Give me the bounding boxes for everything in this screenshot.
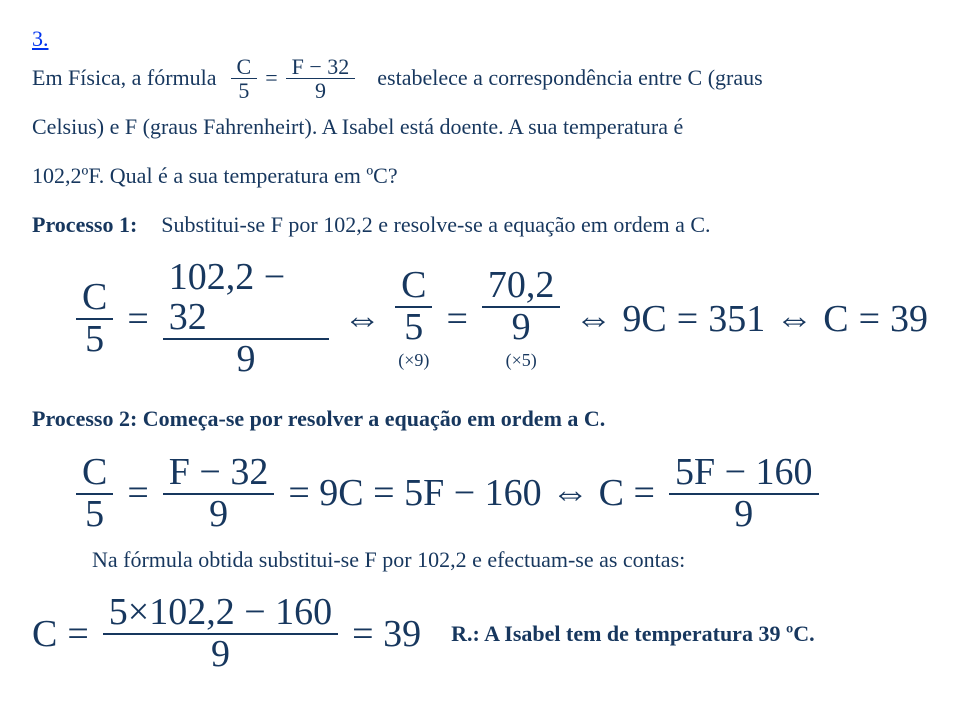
frac-num: C: [76, 453, 113, 495]
frac-den: 5: [232, 79, 255, 102]
iff: ⇔: [574, 293, 612, 346]
frac-with-scale-9: C 5 (×9): [391, 266, 436, 373]
frac-den: 9: [506, 308, 537, 348]
eq-sign: =: [446, 293, 467, 346]
frac-num: F − 32: [286, 55, 356, 79]
equation1: C 5 = 102,2 − 32 9 ⇔ C 5 (×9) = 70,2 9 (…: [72, 258, 928, 380]
eq-sign: =: [67, 608, 88, 661]
val-39: 39: [890, 293, 928, 346]
intro-line1: Em Física, a fórmula C 5 = F − 32 9 esta…: [32, 55, 928, 102]
frac-den: 5: [398, 308, 429, 348]
frac-den: 9: [203, 495, 234, 535]
frac-C5: C 5: [231, 55, 258, 102]
intro-part2: estabelece a correspondência entre C (gr…: [377, 63, 762, 94]
frac-num: 5×102,2 − 160: [103, 593, 338, 635]
frac-den: 5: [79, 495, 110, 535]
frac-F32-9: F − 32 9: [286, 55, 356, 102]
frac-den: 5: [79, 320, 110, 360]
frac-C5-big: C 5: [76, 278, 113, 360]
proc1-desc: Substitui-se F por 102,2 e resolve-se a …: [161, 210, 710, 241]
frac-num: C: [76, 278, 113, 320]
frac-num: 70,2: [482, 266, 561, 308]
eq-39: = 39: [352, 608, 421, 661]
frac-num: F − 32: [163, 453, 275, 495]
frac-num: 5F − 160: [669, 453, 819, 495]
equation3-row: C = 5×102,2 − 160 9 = 39 R.: A Isabel te…: [32, 593, 928, 675]
chain-9C-5F-160: = 9C = 5F − 160 ⇔ C =: [288, 467, 655, 520]
frac-C5-big-2: C 5: [395, 266, 432, 348]
frac-num: 102,2 − 32: [163, 258, 329, 340]
frac-den: 9: [230, 340, 261, 380]
eq-sign: =: [127, 467, 148, 520]
equation3: C = 5×102,2 − 160 9 = 39: [32, 593, 421, 675]
frac-num: C: [395, 266, 432, 308]
intro-part1: Em Física, a fórmula: [32, 63, 217, 94]
equation2: C 5 = F − 32 9 = 9C = 5F − 160 ⇔ C = 5F …: [72, 453, 928, 535]
answer: R.: A Isabel tem de temperatura 39 ºC.: [451, 619, 814, 650]
processo2: Processo 2: Começa-se por resolver a equ…: [32, 404, 928, 435]
frac-den: 9: [728, 495, 759, 535]
eq-sign: =: [677, 293, 698, 346]
term-C: C: [823, 293, 848, 346]
val-351: 351: [708, 293, 765, 346]
eq-sign: =: [265, 63, 277, 94]
frac-den: 9: [205, 635, 236, 675]
frac-den: 9: [309, 79, 332, 102]
processo1: Processo 1: Substitui-se F por 102,2 e r…: [32, 210, 928, 241]
frac-F32-9-big: F − 32 9: [163, 453, 275, 535]
term-9C: 9C: [622, 293, 666, 346]
substitution-note: Na fórmula obtida substitui-se F por 102…: [92, 545, 928, 576]
eq-sign: =: [127, 293, 148, 346]
frac-5x1022-160-9: 5×102,2 − 160 9: [103, 593, 338, 675]
frac-num: C: [231, 55, 258, 79]
iff: ⇔: [775, 293, 813, 346]
frac-C5-big-3: C 5: [76, 453, 113, 535]
eq-sign: =: [859, 293, 880, 346]
frac-1022-32-9: 102,2 − 32 9: [163, 258, 329, 380]
iff: ⇔: [343, 293, 381, 346]
intro-line2: Celsius) e F (graus Fahrenheirt). A Isab…: [32, 112, 928, 143]
frac-702-9: 70,2 9: [482, 266, 561, 348]
term-C: C: [32, 608, 57, 661]
frac-5F-160-9: 5F − 160 9: [669, 453, 819, 535]
frac-with-scale-5: 70,2 9 (×5): [478, 266, 565, 373]
question-number: 3.: [32, 24, 928, 55]
scale-x9: (×9): [398, 348, 429, 373]
proc1-label: Processo 1:: [32, 210, 137, 241]
scale-x5: (×5): [506, 348, 537, 373]
intro-line3: 102,2ºF. Qual é a sua temperatura em ºC?: [32, 161, 928, 192]
